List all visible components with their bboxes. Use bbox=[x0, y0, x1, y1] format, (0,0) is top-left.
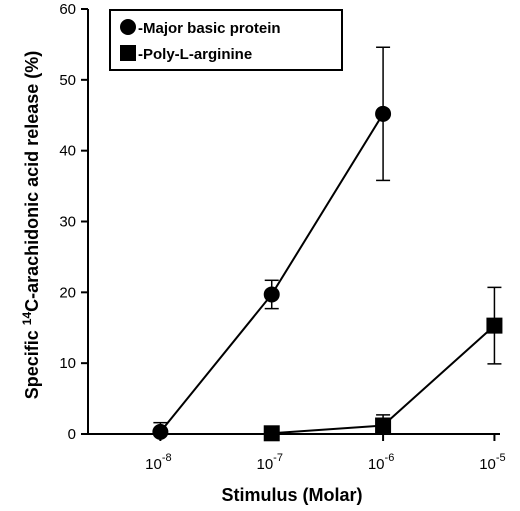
data-point-square bbox=[375, 417, 392, 434]
legend-box bbox=[109, 9, 343, 71]
data-point-square bbox=[263, 425, 280, 442]
y-tick-label: 10 bbox=[59, 355, 76, 372]
series-line bbox=[159, 113, 384, 433]
legend: -Major basic protein -Poly-L-arginine bbox=[109, 9, 343, 71]
x-tick-label-exponent: -6 bbox=[385, 452, 395, 464]
x-tick-label: 10-6 bbox=[368, 452, 394, 473]
series-1 bbox=[152, 46, 392, 440]
y-axis-title-sup: 14 bbox=[20, 312, 34, 326]
legend-label-series-1: -Major basic protein bbox=[138, 20, 281, 37]
y-tick-label: 60 bbox=[59, 1, 76, 18]
series-2 bbox=[263, 286, 503, 442]
legend-marker-circle bbox=[120, 19, 136, 35]
x-tick-label: 10-5 bbox=[479, 452, 505, 473]
y-axis-title-prefix: Specific bbox=[22, 325, 42, 399]
x-tick-label-base: 10 bbox=[256, 456, 273, 473]
data-point-square bbox=[486, 317, 503, 334]
x-tick-label-exponent: -7 bbox=[273, 452, 283, 464]
x-axis-title: Stimulus (Molar) bbox=[221, 485, 362, 505]
y-axis-title-suffix: C-arachidonic acid release (%) bbox=[22, 51, 42, 312]
y-tick-label: 20 bbox=[59, 284, 76, 301]
x-tick-label-base: 10 bbox=[479, 456, 496, 473]
x-tick-label-base: 10 bbox=[145, 456, 162, 473]
x-tick-label: 10-7 bbox=[256, 452, 282, 473]
data-point-circle bbox=[152, 423, 169, 440]
y-tick-label: 50 bbox=[59, 72, 76, 89]
data-point-circle bbox=[263, 286, 280, 303]
x-tick-label-exponent: -5 bbox=[496, 452, 506, 464]
series-layer bbox=[152, 46, 503, 442]
legend-marker-square bbox=[120, 45, 136, 61]
y-tick-label: 30 bbox=[59, 214, 76, 231]
x-tick-label-exponent: -8 bbox=[162, 452, 172, 464]
x-tick-label-base: 10 bbox=[368, 456, 385, 473]
data-point-circle bbox=[375, 105, 392, 122]
x-tick-label: 10-8 bbox=[145, 452, 171, 473]
legend-label-series-2: -Poly-L-arginine bbox=[138, 46, 252, 63]
y-tick-label: 0 bbox=[68, 426, 76, 443]
y-axis-title: Specific 14C-arachidonic acid release (%… bbox=[20, 51, 42, 400]
axes bbox=[87, 9, 500, 435]
y-tick-label: 40 bbox=[59, 143, 76, 160]
